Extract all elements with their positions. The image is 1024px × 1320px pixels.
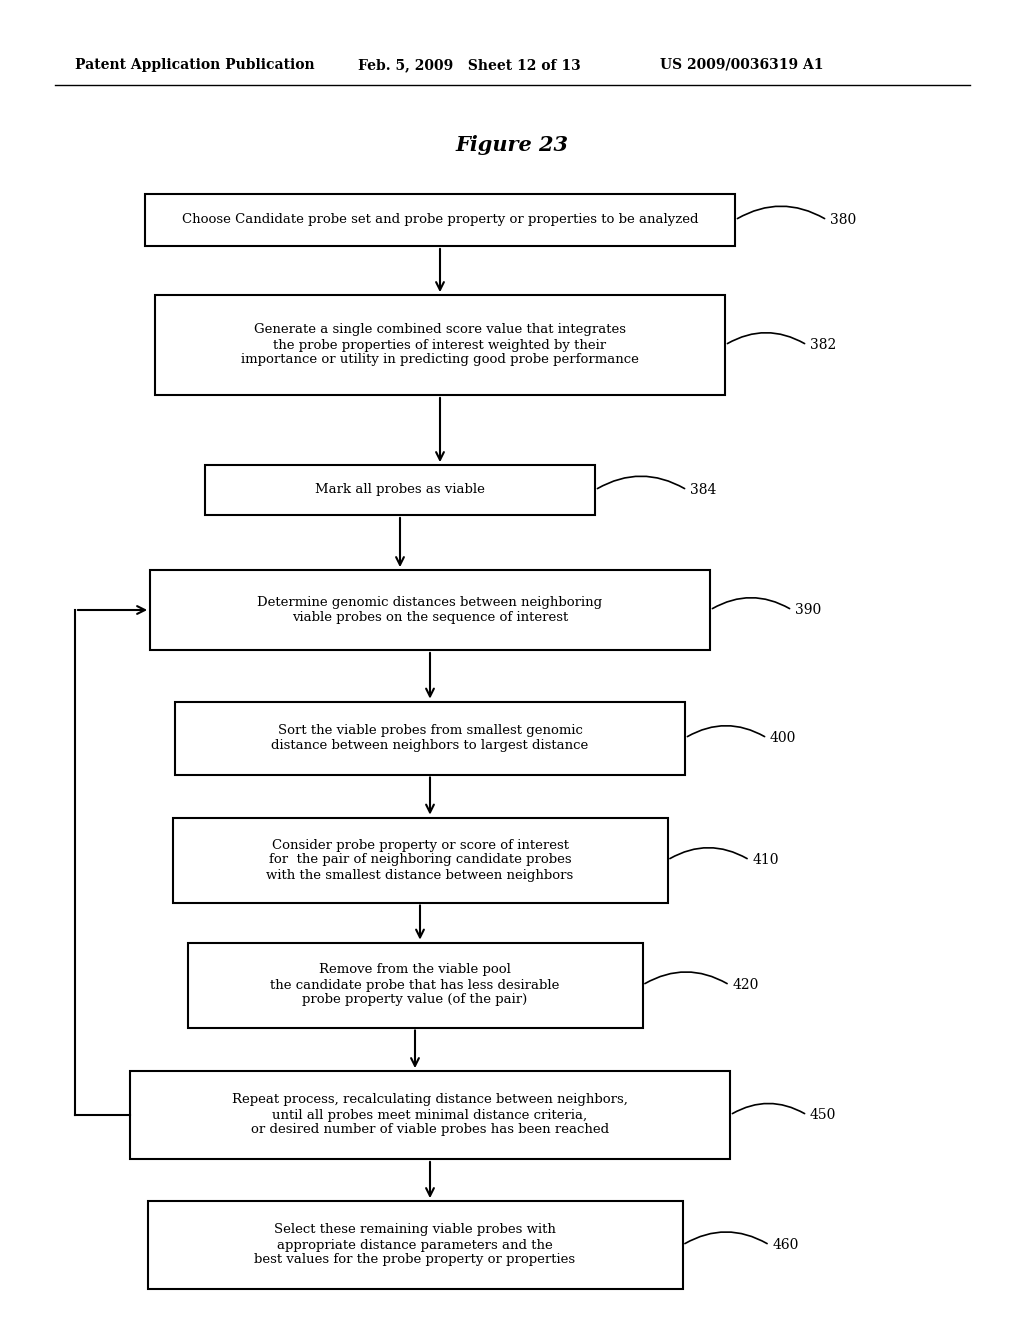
Text: Choose Candidate probe set and probe property or properties to be analyzed: Choose Candidate probe set and probe pro… bbox=[181, 214, 698, 227]
Text: Sort the viable probes from smallest genomic
distance between neighbors to large: Sort the viable probes from smallest gen… bbox=[271, 723, 589, 752]
FancyBboxPatch shape bbox=[175, 701, 685, 775]
Text: Mark all probes as viable: Mark all probes as viable bbox=[315, 483, 485, 496]
FancyBboxPatch shape bbox=[145, 194, 735, 246]
Text: Determine genomic distances between neighboring
viable probes on the sequence of: Determine genomic distances between neig… bbox=[257, 597, 602, 624]
FancyBboxPatch shape bbox=[130, 1071, 730, 1159]
FancyBboxPatch shape bbox=[147, 1201, 683, 1290]
Text: 410: 410 bbox=[753, 853, 779, 867]
Text: Repeat process, recalculating distance between neighbors,
until all probes meet : Repeat process, recalculating distance b… bbox=[232, 1093, 628, 1137]
Text: 390: 390 bbox=[795, 603, 821, 616]
Text: Figure 23: Figure 23 bbox=[456, 135, 568, 154]
FancyBboxPatch shape bbox=[172, 817, 668, 903]
Text: 400: 400 bbox=[770, 731, 797, 744]
Text: 380: 380 bbox=[830, 213, 856, 227]
Text: 420: 420 bbox=[732, 978, 759, 993]
FancyBboxPatch shape bbox=[187, 942, 642, 1027]
FancyBboxPatch shape bbox=[205, 465, 595, 515]
Text: Generate a single combined score value that integrates
the probe properties of i: Generate a single combined score value t… bbox=[241, 323, 639, 367]
FancyBboxPatch shape bbox=[155, 294, 725, 395]
Text: US 2009/0036319 A1: US 2009/0036319 A1 bbox=[660, 58, 823, 73]
Text: Patent Application Publication: Patent Application Publication bbox=[75, 58, 314, 73]
Text: 382: 382 bbox=[810, 338, 837, 352]
Text: 450: 450 bbox=[810, 1107, 837, 1122]
Text: 460: 460 bbox=[772, 1238, 799, 1251]
Text: Select these remaining viable probes with
appropriate distance parameters and th: Select these remaining viable probes wit… bbox=[254, 1224, 575, 1266]
FancyBboxPatch shape bbox=[150, 570, 710, 649]
Text: Remove from the viable pool
the candidate probe that has less desirable
probe pr: Remove from the viable pool the candidat… bbox=[270, 964, 560, 1006]
Text: Consider probe property or score of interest
for  the pair of neighboring candid: Consider probe property or score of inte… bbox=[266, 838, 573, 882]
Text: 384: 384 bbox=[690, 483, 717, 498]
Text: Feb. 5, 2009   Sheet 12 of 13: Feb. 5, 2009 Sheet 12 of 13 bbox=[358, 58, 581, 73]
